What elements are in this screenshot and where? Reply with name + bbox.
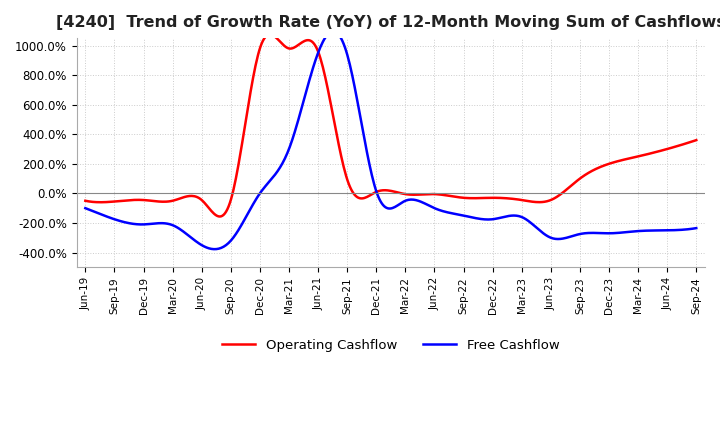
Operating Cashflow bbox=[81, 198, 90, 203]
Free Cashflow bbox=[447, 211, 456, 216]
Operating Cashflow bbox=[377, 188, 386, 193]
Free Cashflow bbox=[584, 231, 593, 236]
Operating Cashflow bbox=[447, 194, 456, 199]
Title: [4240]  Trend of Growth Rate (YoY) of 12-Month Moving Sum of Cashflows: [4240] Trend of Growth Rate (YoY) of 12-… bbox=[56, 15, 720, 30]
Operating Cashflow bbox=[374, 189, 382, 194]
Operating Cashflow bbox=[414, 192, 423, 197]
Operating Cashflow bbox=[266, 32, 274, 37]
Free Cashflow bbox=[692, 225, 701, 231]
Free Cashflow bbox=[81, 205, 90, 211]
Free Cashflow bbox=[328, 29, 337, 34]
Free Cashflow bbox=[377, 201, 386, 206]
Free Cashflow bbox=[211, 246, 220, 252]
Line: Operating Cashflow: Operating Cashflow bbox=[86, 34, 696, 216]
Free Cashflow bbox=[374, 193, 382, 198]
Free Cashflow bbox=[680, 227, 688, 232]
Operating Cashflow bbox=[216, 214, 225, 219]
Legend: Operating Cashflow, Free Cashflow: Operating Cashflow, Free Cashflow bbox=[217, 334, 565, 357]
Free Cashflow bbox=[414, 198, 423, 203]
Operating Cashflow bbox=[692, 137, 701, 143]
Operating Cashflow bbox=[584, 170, 593, 176]
Operating Cashflow bbox=[680, 141, 688, 147]
Line: Free Cashflow: Free Cashflow bbox=[86, 31, 696, 249]
